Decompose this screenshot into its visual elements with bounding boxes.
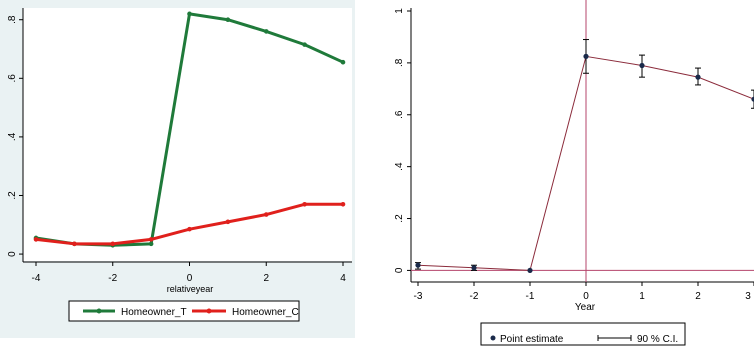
right-y-tick-label: 0	[394, 267, 405, 273]
data-point-homeowner-c	[110, 241, 116, 247]
data-point-homeowner-c	[225, 219, 231, 225]
right-x-tick-label: -2	[470, 291, 479, 302]
left-y-tick-label: .2	[7, 191, 18, 200]
right-x-tick-label: -3	[414, 291, 423, 302]
left-x-tick-label: -2	[108, 273, 117, 284]
point-estimate-marker	[695, 74, 701, 80]
right-chart-panel	[380, 0, 754, 347]
data-point-homeowner-t	[263, 29, 269, 34]
data-point-homeowner-c	[33, 237, 39, 242]
right-x-tick-label: 2	[695, 291, 701, 302]
right-x-tick-label: 0	[583, 291, 589, 302]
point-estimate-marker	[751, 96, 754, 102]
right-x-tick-label: -1	[526, 291, 535, 302]
point-estimate-marker	[471, 265, 477, 271]
data-point-homeowner-t	[187, 11, 192, 17]
data-point-homeowner-t	[148, 241, 154, 247]
right-x-tick-label: 3	[745, 291, 751, 302]
right-x-tick-label: 1	[639, 291, 645, 302]
legend-label-point-estimate: Point estimate	[500, 334, 564, 345]
left-plot-area	[23, 8, 352, 261]
right-legend: Point estimate 90 % C.I.	[480, 322, 686, 346]
right-legend-box	[480, 322, 686, 346]
data-point-homeowner-t	[302, 42, 307, 47]
right-y-tick-label: 1	[394, 8, 405, 14]
left-legend: Homeowner_T Homeowner_C	[68, 300, 300, 322]
right-y-tick-label: .4	[394, 162, 405, 171]
data-point-homeowner-c	[340, 201, 346, 207]
left-legend-box	[68, 300, 300, 322]
left-x-tick-label: 4	[340, 273, 346, 284]
left-y-tick-label: .8	[7, 15, 18, 24]
point-estimate-marker	[527, 267, 533, 274]
right-y-tick-label: .2	[394, 214, 405, 223]
left-y-tick-label: .4	[7, 132, 18, 141]
left-y-tick-label: 0	[7, 251, 18, 257]
legend-label-ci: 90 % C.I.	[637, 334, 678, 345]
right-x-axis-label: Year	[575, 302, 596, 313]
right-y-tick-label: .6	[394, 110, 405, 119]
point-estimate-marker	[639, 62, 645, 69]
left-x-tick-label: 2	[263, 273, 269, 284]
left-x-tick-label: -4	[32, 273, 41, 284]
data-point-homeowner-c	[72, 241, 77, 247]
legend-marker-homeowner-t	[96, 308, 102, 314]
left-y-tick-label: .6	[7, 74, 18, 83]
data-point-homeowner-c	[148, 237, 154, 242]
data-point-homeowner-c	[187, 226, 192, 232]
legend-marker-point-estimate	[490, 335, 496, 341]
left-chart: 0 .2 .4 .6 .8 -4 -2 0 2 4 relativeyear Homeowner…	[0, 0, 355, 338]
data-point-homeowner-c	[263, 212, 269, 217]
legend-label-homeowner-c: Homeowner_C	[232, 307, 299, 318]
right-chart: 0 .2 .4 .6 .8 1 -3 -2 -1 0 1 2 3 Year Point estimat…	[380, 0, 754, 347]
legend-label-homeowner-t: Homeowner_T	[121, 307, 187, 318]
right-y-tick-label: .8	[394, 58, 405, 67]
data-point-homeowner-c	[302, 201, 307, 207]
legend-marker-homeowner-c	[206, 308, 212, 314]
data-point-homeowner-t	[225, 17, 231, 23]
data-point-homeowner-t	[340, 59, 346, 65]
left-x-tick-label: 0	[187, 273, 193, 284]
point-estimate-marker	[583, 53, 589, 59]
point-estimate-marker	[415, 262, 421, 268]
left-x-axis-label: relativeyear	[167, 284, 214, 294]
